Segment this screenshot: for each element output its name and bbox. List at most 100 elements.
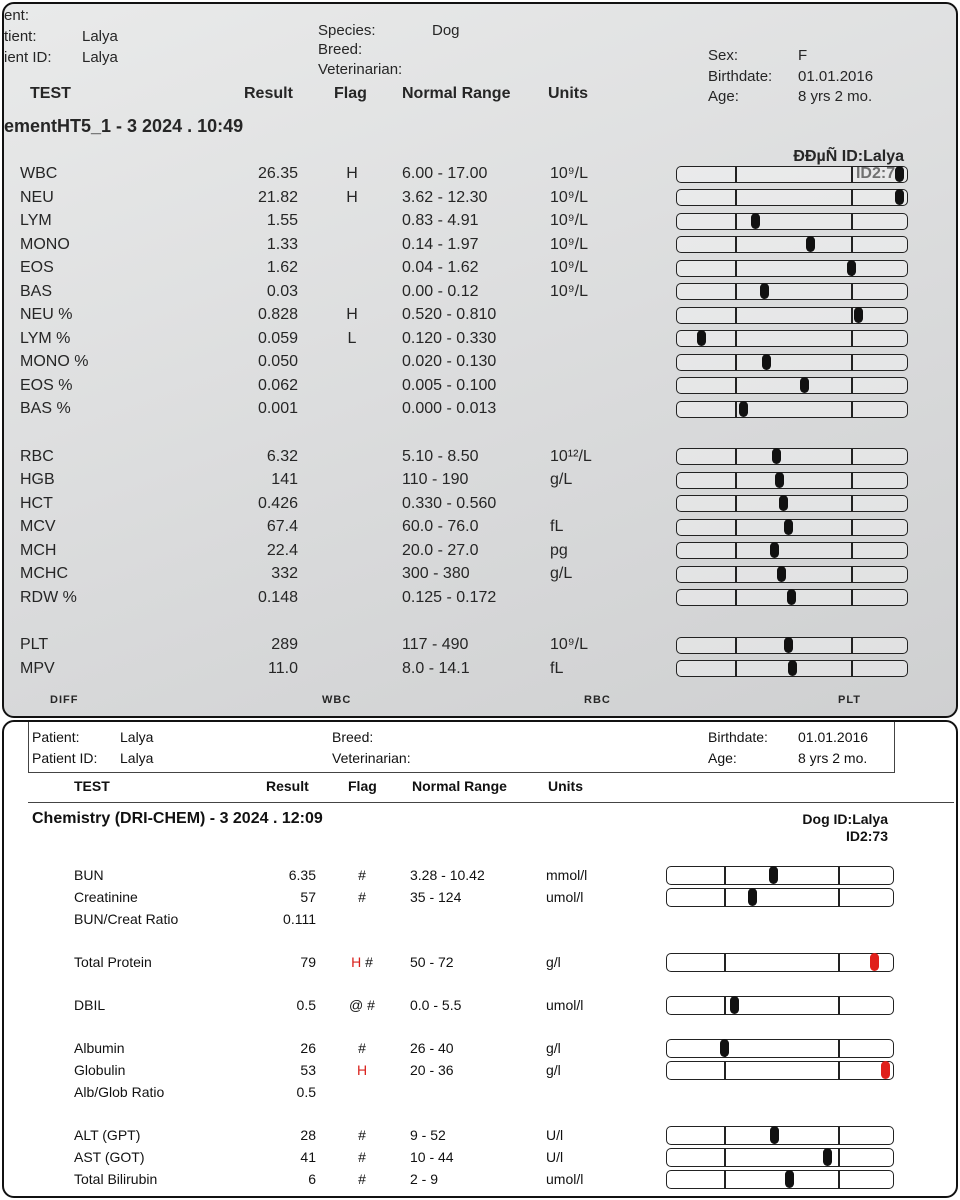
result-marker (762, 353, 772, 370)
gauge-tick (735, 449, 737, 464)
gauge-tick (851, 284, 853, 299)
normal-range: 0.020 - 0.130 (402, 353, 497, 370)
sample-id2: ID2:73 (845, 828, 888, 844)
units: g/L (550, 471, 573, 488)
flag: H (322, 306, 382, 324)
result-marker (696, 330, 706, 346)
normal-range: 35 - 124 (410, 889, 462, 905)
result: 67.4 (266, 518, 298, 535)
gauge-tick (851, 590, 853, 605)
range-gauge (666, 865, 894, 885)
units: mmol/l (546, 867, 588, 883)
result: 26.35 (257, 165, 298, 182)
test-name: BUN (74, 867, 104, 883)
header-value: F (798, 47, 808, 64)
result-marker (787, 660, 797, 676)
result-marker (784, 1169, 794, 1188)
normal-range: 0.330 - 0.560 (402, 494, 497, 512)
normal-range: 110 - 190 (402, 471, 469, 488)
normal-range: 300 - 380 (402, 565, 470, 582)
result-marker (823, 1147, 833, 1166)
result: 332 (271, 565, 298, 582)
result: 11.0 (268, 659, 298, 677)
flag: L (322, 330, 382, 348)
normal-range: 0.120 - 0.330 (402, 329, 497, 347)
flag-note: # (365, 954, 373, 970)
result: 53 (300, 1062, 316, 1078)
gauge-tick (838, 1170, 840, 1188)
result-marker (895, 189, 904, 205)
range-gauge (676, 542, 908, 559)
result-marker (869, 952, 879, 971)
header-label: Birthdate: (708, 729, 768, 745)
header-label: ient ID: (4, 49, 52, 66)
units: fL (550, 659, 564, 677)
gauge-tick (851, 543, 853, 558)
units: 10⁹/L (550, 259, 588, 276)
normal-range: 50 - 72 (410, 954, 454, 970)
gauge-tick (735, 166, 737, 182)
flag: # (332, 1126, 392, 1144)
result: 0.5 (296, 1084, 316, 1100)
gauge-tick (851, 213, 853, 229)
normal-range: 10 - 44 (410, 1149, 454, 1165)
test-name: HGB (20, 471, 55, 488)
header-value: 8 yrs 2 mo. (798, 88, 873, 105)
range-gauge (676, 471, 908, 489)
result: 0.426 (257, 494, 298, 512)
normal-range: 0.14 - 1.97 (402, 235, 479, 253)
test-name: NEU (20, 188, 54, 206)
range-gauge (676, 565, 908, 583)
range-gauge (676, 518, 908, 536)
header-label: Breed: (332, 729, 374, 745)
gauge-tick (735, 331, 737, 346)
header-box-left (28, 722, 29, 772)
flag-code: H (346, 306, 358, 323)
test-name: Globulin (74, 1062, 126, 1078)
test-name: Total Protein (74, 954, 152, 970)
gauge-tick (724, 866, 726, 884)
header-box-right (894, 722, 895, 772)
flag: # (332, 1039, 392, 1057)
result: 0.059 (257, 329, 298, 347)
gauge-tick (735, 519, 737, 535)
range-gauge (676, 165, 908, 183)
gauge-tick (735, 213, 737, 229)
gauge-tick (851, 237, 853, 252)
gauge-tick (735, 496, 737, 511)
result: 1.55 (266, 212, 298, 229)
gauge-tick (735, 566, 737, 582)
flag-code: H (351, 954, 362, 970)
normal-range: 0.520 - 0.810 (402, 306, 497, 323)
result-marker (729, 995, 739, 1014)
test-name: AST (GOT) (74, 1149, 145, 1165)
units: fL (550, 518, 564, 535)
header-label: Age: (708, 750, 737, 766)
flag: H # (332, 953, 392, 971)
normal-range: 117 - 490 (402, 636, 469, 653)
normal-range: 0.000 - 0.013 (402, 400, 497, 417)
gauge-tick (851, 566, 853, 582)
result: 6.35 (288, 867, 316, 883)
gauge-tick (735, 190, 737, 205)
test-name: EOS % (20, 376, 73, 394)
header-label: tient: (4, 28, 37, 45)
header-value: 01.01.2016 (798, 68, 874, 85)
column-heading: Flag (334, 85, 367, 102)
gauge-tick (735, 307, 737, 323)
gauge-tick (724, 1126, 726, 1144)
result: 57 (300, 889, 316, 905)
units: umol/l (546, 997, 584, 1013)
range-gauge (676, 283, 908, 300)
gauge-tick (851, 190, 853, 205)
result-marker (776, 565, 786, 582)
gauge-tick (851, 401, 853, 417)
gauge-tick (851, 449, 853, 464)
flag: H (332, 1061, 392, 1079)
section-title: Chemistry (DRI-CHEM) - 3 2024 . 12:09 (32, 810, 323, 827)
range-gauge (676, 495, 908, 512)
gauge-tick (838, 866, 840, 884)
chemistry-report: Patient: Lalya Patient ID: Lalya Breed: Veter… (2, 720, 958, 1198)
gauge-tick (735, 401, 737, 417)
gauge-tick (851, 166, 853, 182)
